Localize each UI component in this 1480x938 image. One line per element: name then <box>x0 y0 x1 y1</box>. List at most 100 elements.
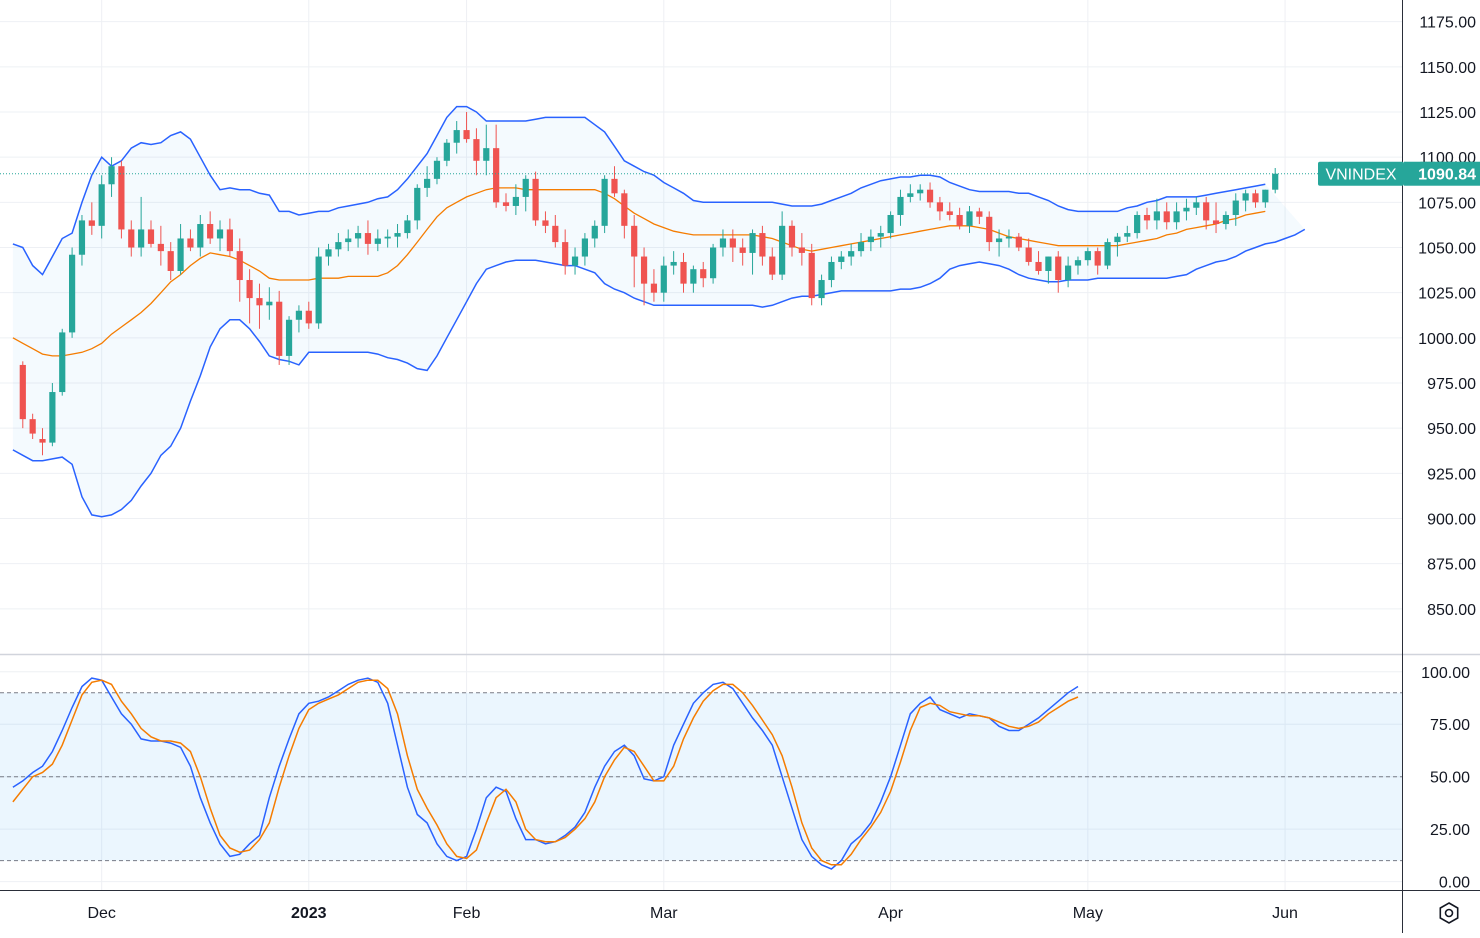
candle-body <box>1055 256 1062 281</box>
candle-body <box>414 187 421 221</box>
candle-body <box>857 242 865 252</box>
candle-body <box>690 269 697 284</box>
candle-body <box>719 238 727 248</box>
candle-body <box>739 247 746 253</box>
stoch-k-line <box>12 677 1079 870</box>
candle-body <box>986 216 993 243</box>
y-tick-label: 1175.00 <box>1419 15 1476 32</box>
candle-body <box>848 251 855 257</box>
candle-body <box>907 193 914 197</box>
candle-body <box>305 310 312 324</box>
candle-body <box>463 130 470 140</box>
bollinger-bands <box>12 105 1306 518</box>
y-tick-label: 1050.00 <box>1418 241 1476 258</box>
y-tick-label: 900.00 <box>1427 512 1476 529</box>
candle-body <box>236 251 243 281</box>
candle-body <box>354 233 362 239</box>
y-tick-label: 1125.00 <box>1419 105 1476 122</box>
candle-body <box>29 419 36 434</box>
candle-body <box>187 238 194 248</box>
candle-body <box>562 242 569 266</box>
candle-body <box>1114 236 1121 243</box>
x-tick-label: 2023 <box>291 905 327 922</box>
y-tick-label: 1150.00 <box>1419 60 1476 77</box>
y-tick-label: 1025.00 <box>1418 286 1476 303</box>
y-tick-label: 0.00 <box>1439 875 1470 892</box>
candle-body <box>640 256 648 284</box>
candle-body <box>443 142 450 161</box>
y-tick-label: 50.00 <box>1430 770 1470 787</box>
candle-body <box>818 280 825 299</box>
candle-body <box>1252 193 1259 203</box>
candle-body <box>926 189 934 203</box>
candle-body <box>660 265 667 293</box>
y-tick-label: 975.00 <box>1427 376 1476 393</box>
last-price-label: 1090.84 <box>1418 167 1476 184</box>
candle-body <box>956 214 963 226</box>
candle-body <box>325 249 332 257</box>
candle-body <box>897 196 904 215</box>
candle-body <box>1074 260 1082 266</box>
candle-body <box>788 225 796 248</box>
candle-body <box>384 236 391 239</box>
candle-body <box>483 148 490 161</box>
candle-body <box>749 233 756 253</box>
candle-body <box>621 193 628 226</box>
candle-body <box>700 269 707 279</box>
candle-body <box>1035 261 1042 271</box>
candle-body <box>98 184 105 226</box>
candle-body <box>394 233 401 237</box>
candle-body <box>216 229 224 239</box>
candle-body <box>542 220 549 226</box>
y-tick-label: 875.00 <box>1427 557 1476 574</box>
stochastic-oscillator <box>0 677 1402 870</box>
candle-body <box>147 229 155 244</box>
x-tick-label: May <box>1073 905 1103 922</box>
y-tick-label: 75.00 <box>1430 717 1470 734</box>
candle-body <box>779 225 786 275</box>
candle-body <box>473 139 480 161</box>
candle-body <box>1124 233 1131 237</box>
candle-body <box>798 247 805 253</box>
candle-body <box>226 229 233 252</box>
candle-body <box>887 214 894 234</box>
x-tick-label: Jun <box>1272 905 1298 922</box>
candle-body <box>828 261 835 281</box>
candle-body <box>512 196 519 206</box>
candle-body <box>177 238 184 271</box>
y-tick-label: 850.00 <box>1427 602 1476 619</box>
candle-body <box>877 233 884 237</box>
bollinger-basis-line <box>12 187 1266 357</box>
candle-body <box>433 160 441 179</box>
grid-lines <box>0 0 1402 890</box>
candle-body <box>276 301 283 356</box>
candle-body <box>1193 202 1200 208</box>
candle-body <box>1065 265 1072 281</box>
settings-gear-icon[interactable] <box>1434 898 1464 928</box>
candle-body <box>532 178 539 221</box>
candle-body <box>1094 251 1101 266</box>
candle-body <box>453 130 460 143</box>
candle-body <box>838 256 845 262</box>
candlesticks <box>0 112 1402 456</box>
x-tick-label: Apr <box>878 905 904 922</box>
candle-body <box>1222 214 1229 225</box>
candle-body <box>285 319 293 356</box>
candle-body <box>1015 236 1022 248</box>
candle-body <box>1212 220 1220 225</box>
candle-body <box>157 243 164 252</box>
candle-body <box>1045 256 1052 271</box>
candle-body <box>552 225 559 243</box>
candle-body <box>19 364 26 420</box>
candle-body <box>808 252 815 299</box>
candle-body <box>759 233 766 257</box>
candle-body <box>680 261 687 284</box>
candle-body <box>59 332 66 393</box>
candle-body <box>1153 211 1160 221</box>
candle-body <box>49 392 56 443</box>
y-tick-label: 1000.00 <box>1418 331 1476 348</box>
candle-body <box>345 238 352 243</box>
candle-body <box>729 238 736 248</box>
